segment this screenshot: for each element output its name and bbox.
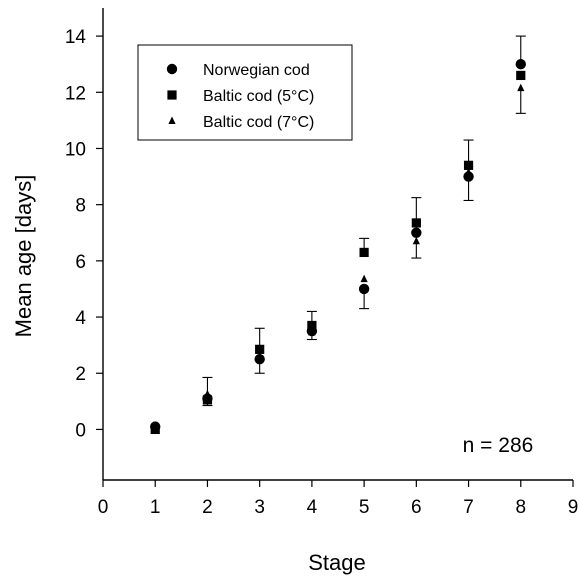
legend-label-baltic-5c: Baltic cod (5°C) bbox=[203, 88, 314, 105]
circle-point bbox=[411, 228, 421, 238]
x-tick-label: 8 bbox=[515, 497, 526, 518]
x-tick-label: 9 bbox=[568, 497, 579, 518]
square-point bbox=[464, 161, 473, 170]
legend-square-marker bbox=[167, 90, 176, 99]
square-point bbox=[255, 345, 264, 354]
square-point bbox=[360, 248, 369, 257]
x-tick-label: 2 bbox=[202, 497, 213, 518]
legend: Norwegian cod Baltic cod (5°C) Baltic co… bbox=[138, 45, 352, 140]
y-axis-title: Mean age [days] bbox=[11, 175, 36, 338]
y-tick-label: 10 bbox=[65, 139, 86, 160]
circle-point bbox=[254, 354, 264, 364]
triangle-point bbox=[361, 275, 368, 283]
y-tick-label: 0 bbox=[75, 420, 86, 441]
y-tick-label: 6 bbox=[75, 252, 86, 273]
y-tick-label: 8 bbox=[75, 196, 86, 217]
triangle-point bbox=[517, 84, 524, 92]
x-tick-label: 3 bbox=[254, 497, 265, 518]
y-tick-label: 4 bbox=[75, 308, 86, 329]
x-axis-title: Stage bbox=[308, 550, 366, 575]
circle-point bbox=[463, 171, 473, 181]
x-tick-label: 0 bbox=[98, 497, 109, 518]
circle-point bbox=[307, 326, 317, 336]
square-point bbox=[516, 71, 525, 80]
circle-point bbox=[516, 59, 526, 69]
circle-point bbox=[150, 421, 160, 431]
square-point bbox=[412, 218, 421, 227]
x-tick-label: 7 bbox=[463, 497, 474, 518]
legend-label-baltic-7c: Baltic cod (7°C) bbox=[203, 114, 314, 131]
x-tick-label: 5 bbox=[359, 497, 370, 518]
circle-point bbox=[202, 393, 212, 403]
legend-label-norwegian: Norwegian cod bbox=[203, 62, 310, 79]
y-tick-label: 14 bbox=[65, 27, 87, 48]
x-ticks: 0 1 2 3 4 5 6 7 8 9 bbox=[98, 480, 579, 518]
circle-point bbox=[359, 284, 369, 294]
x-tick-label: 6 bbox=[411, 497, 422, 518]
y-tick-label: 12 bbox=[65, 83, 86, 104]
y-tick-label: 2 bbox=[75, 364, 86, 385]
legend-circle-marker bbox=[167, 64, 177, 74]
y-ticks: 0 2 4 6 8 10 12 14 bbox=[65, 27, 103, 441]
sample-size-annotation: n = 286 bbox=[463, 434, 534, 457]
x-tick-label: 1 bbox=[150, 497, 161, 518]
x-tick-label: 4 bbox=[307, 497, 318, 518]
